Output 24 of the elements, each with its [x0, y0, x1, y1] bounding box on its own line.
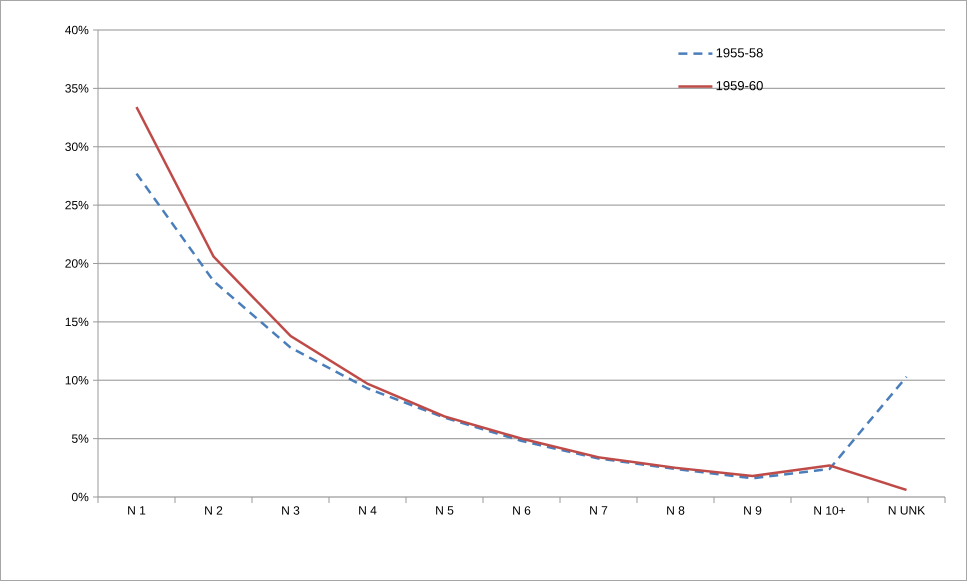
x-tick-label: N 3 [282, 506, 300, 515]
y-tick-label: 10% [66, 376, 88, 385]
y-tick-label: 30% [65, 142, 88, 151]
y-tick-label: 20% [65, 259, 88, 268]
y-tick-label: 15% [66, 318, 88, 326]
legend-label: 1959-60 [716, 81, 763, 90]
line-series [135, 106, 908, 492]
y-tick-label: 5% [72, 434, 88, 443]
x-tick-label: N 9 [744, 506, 762, 515]
legend-label: 1955-58 [716, 48, 763, 58]
y-tick-label: 40% [65, 26, 88, 34]
x-tick-label: N 6 [513, 506, 530, 515]
x-tick-label: N 1 [128, 506, 146, 514]
x-tick-label: N 4 [359, 506, 376, 514]
y-tick-label: 25% [65, 200, 88, 210]
x-tick-label: N 2 [205, 506, 222, 515]
x-tick-label: N 8 [667, 506, 684, 515]
x-tick-label: N 7 [590, 506, 608, 514]
y-tick-label: 35% [65, 84, 88, 93]
line-series [135, 172, 908, 480]
x-tick-label: N 10+ [814, 506, 846, 515]
x-tick-label: N UNK [888, 506, 926, 515]
y-tick-label: 0% [72, 492, 88, 502]
x-tick-label: N 5 [436, 506, 454, 515]
